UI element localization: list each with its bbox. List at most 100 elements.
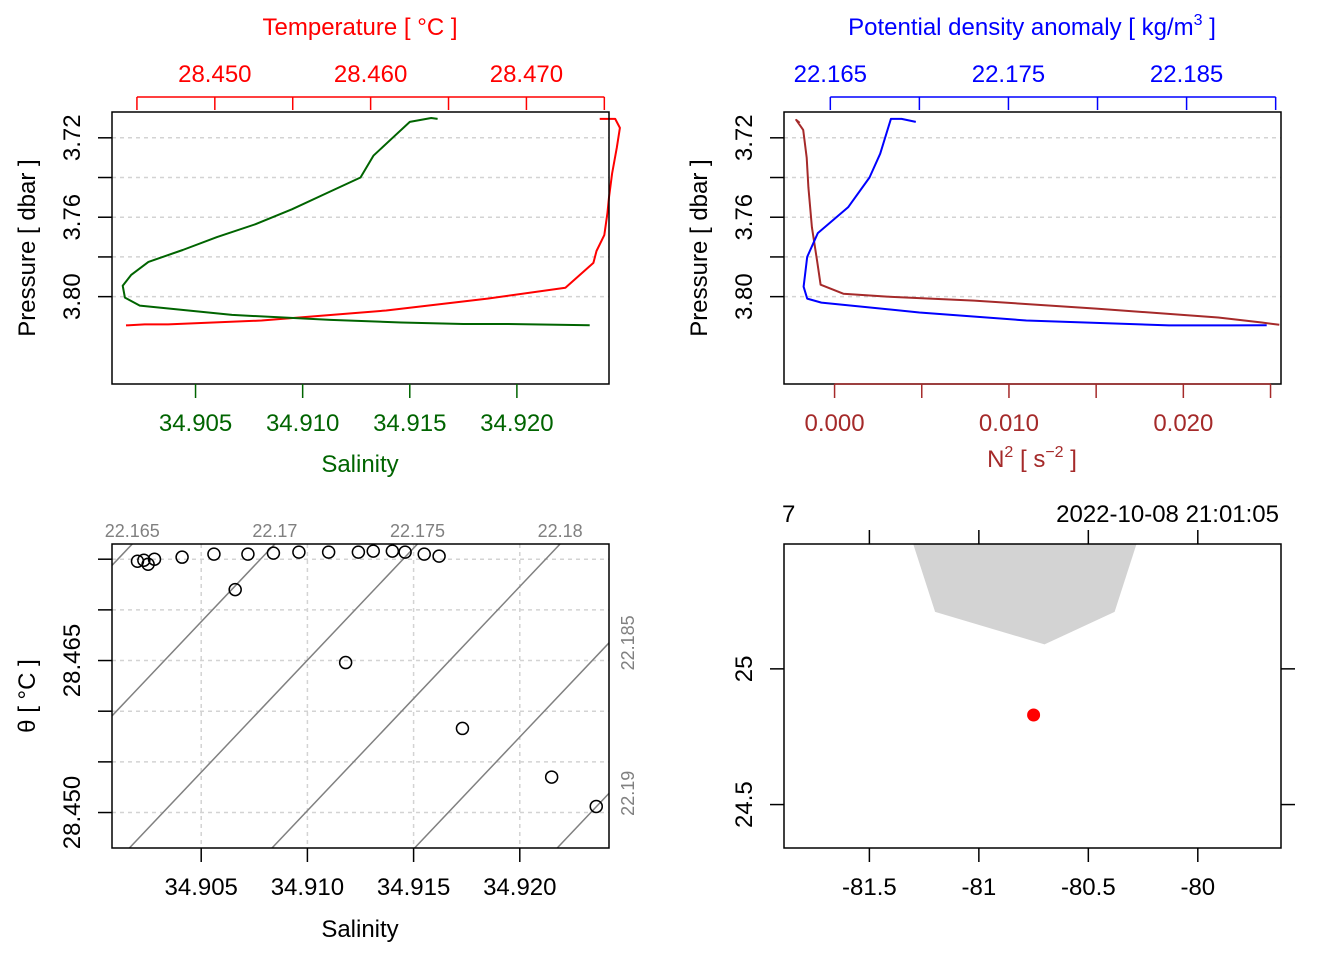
ts-point xyxy=(366,544,380,558)
salinity-axis-title: Salinity xyxy=(321,451,398,478)
n2-axis-title-end: ] xyxy=(1064,446,1077,473)
isopycnal-labels: 22.165 22.17 22.175 22.18 22.185 22.19 xyxy=(105,521,638,816)
salinity-tick-label: 34.920 xyxy=(480,410,553,437)
ts-salinity-axis-title: Salinity xyxy=(321,916,398,943)
pressure-axis-title: Pressure [ dbar ] xyxy=(14,159,41,336)
p1-gridlines xyxy=(112,137,609,298)
isopycnal-lines xyxy=(112,544,609,848)
temperature-line xyxy=(125,117,621,327)
temperature-axis: 28.450 28.460 28.470 xyxy=(136,61,606,110)
density-n2-profile-panel: Potential density anomaly [ kg/m3 ] 22.1… xyxy=(686,12,1282,473)
ts-point xyxy=(321,545,336,559)
density-tick-label: 22.165 xyxy=(794,61,867,88)
n2-tick-label: 0.000 xyxy=(805,410,865,437)
salinity-axis: 34.905 34.910 34.915 34.920 xyxy=(159,384,554,437)
n2-axis: 0.000 0.010 0.020 xyxy=(805,383,1272,437)
ts-salinity-tick-label: 34.920 xyxy=(483,874,556,901)
p1-series xyxy=(121,117,621,327)
ts-point xyxy=(351,545,366,559)
n2-tick-label: 0.020 xyxy=(1153,410,1213,437)
map-top-ticks xyxy=(868,530,1199,544)
ts-diagram-panel: 22.165 22.17 22.175 22.18 22.185 22.19 34.905… xyxy=(14,521,638,943)
ts-theta-tick-label: 28.465 xyxy=(59,624,86,697)
density-tick-label: 22.175 xyxy=(972,61,1045,88)
salinity-line xyxy=(121,117,590,327)
n2-axis-title-main: N xyxy=(987,446,1004,473)
p3-plot-frame xyxy=(111,543,610,849)
ts-salinity-axis: 34.905 34.910 34.915 34.920 xyxy=(165,848,556,901)
pressure-tick-label: 3.80 xyxy=(59,273,86,320)
ts-points xyxy=(130,544,604,814)
station-marker xyxy=(1027,708,1041,722)
latitude-tick-label: 25 xyxy=(731,656,758,683)
ts-point xyxy=(266,546,281,560)
pressure-tick-label: 3.76 xyxy=(59,194,86,241)
ts-theta-tick-label: 28.450 xyxy=(59,776,86,849)
ts-point xyxy=(241,547,255,561)
isopycnal-label: 22.175 xyxy=(390,521,445,541)
ts-point xyxy=(228,582,242,597)
latitude-tick-label: 24.5 xyxy=(731,781,758,828)
longitude-tick-label: -81 xyxy=(962,874,997,901)
ts-point xyxy=(207,547,221,561)
temperature-tick-label: 28.470 xyxy=(490,61,563,88)
n2-axis-title-sup2: −2 xyxy=(1045,444,1063,461)
ts-point xyxy=(292,545,306,559)
pressure-axis: 3.72 3.76 3.80 xyxy=(59,114,112,320)
temperature-axis-title: Temperature [ °C ] xyxy=(263,14,458,41)
temperature-tick-label: 28.450 xyxy=(178,61,251,88)
map-right-ticks xyxy=(1281,668,1295,806)
ts-theta-axis-title: θ [ °C ] xyxy=(14,659,41,733)
ts-point xyxy=(432,549,446,563)
isopycnal-line xyxy=(413,641,609,848)
ts-salinity-tick-label: 34.915 xyxy=(377,874,450,901)
ts-point xyxy=(338,655,353,670)
isopycnal-label: 22.165 xyxy=(105,521,160,541)
density-axis-title-sup: 3 xyxy=(1194,12,1203,29)
p2-pressure-tick-label: 3.72 xyxy=(731,114,758,161)
n2-axis-title: N2 [ s−2 ] xyxy=(987,444,1077,473)
ts-point xyxy=(589,799,604,814)
isopycnal-label: 22.185 xyxy=(618,615,638,670)
longitude-axis: -81.5 -81 -80.5 -80 xyxy=(842,848,1215,901)
ts-point xyxy=(147,552,162,566)
p4-map-frame xyxy=(783,543,1282,849)
longitude-tick-label: -80 xyxy=(1180,874,1215,901)
ts-salinity-tick-label: 34.910 xyxy=(271,874,344,901)
ts-point xyxy=(175,550,189,564)
station-time-label: 2022-10-08 21:01:05 xyxy=(1056,501,1279,528)
n2-tick-label: 0.010 xyxy=(979,410,1039,437)
density-axis-title-end: ] xyxy=(1203,14,1216,41)
station-marker-layer xyxy=(1027,708,1041,722)
n2-line xyxy=(795,118,1280,326)
density-line xyxy=(802,117,1267,327)
p2-pressure-tick-label: 3.76 xyxy=(731,194,758,241)
p2-pressure-axis-title: Pressure [ dbar ] xyxy=(686,159,713,336)
latitude-axis: 24.5 25 xyxy=(731,656,784,828)
salinity-temperature-profile-panel: Temperature [ °C ] 28.450 28.460 28.470 3.… xyxy=(14,14,621,478)
isopycnal-line xyxy=(112,544,276,717)
ts-point xyxy=(544,770,559,784)
n2-axis-title-mid: [ s xyxy=(1013,446,1045,473)
density-axis: 22.165 22.175 22.185 xyxy=(794,61,1277,110)
salinity-tick-label: 34.905 xyxy=(159,410,232,437)
station-map-panel: 7 2022-10-08 21:01:05 -81.5 -81 -80.5 -80 2… xyxy=(731,501,1295,901)
land-area xyxy=(913,544,1137,645)
land-polygon xyxy=(913,544,1137,645)
p2-gridlines xyxy=(784,137,1281,298)
p1-plot-frame xyxy=(111,111,610,385)
p2-pressure-axis: 3.72 3.76 3.80 xyxy=(731,114,784,320)
ts-point xyxy=(137,553,151,567)
salinity-tick-label: 34.910 xyxy=(266,410,339,437)
p2-pressure-tick-label: 3.80 xyxy=(731,273,758,320)
ts-point xyxy=(455,721,470,736)
ts-salinity-tick-label: 34.905 xyxy=(165,874,238,901)
isopycnal-label: 22.17 xyxy=(252,521,297,541)
ts-point xyxy=(385,544,400,558)
temperature-tick-label: 28.460 xyxy=(334,61,407,88)
longitude-tick-label: -80.5 xyxy=(1061,874,1116,901)
ts-point xyxy=(417,547,431,561)
density-tick-label: 22.185 xyxy=(1150,61,1223,88)
